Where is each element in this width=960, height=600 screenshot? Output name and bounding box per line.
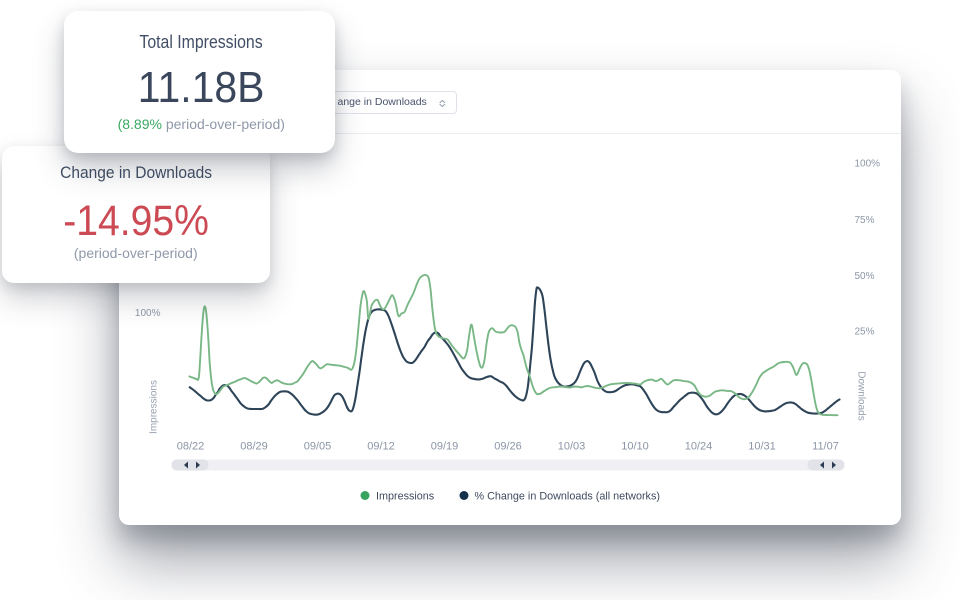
svg-text:10/03: 10/03 xyxy=(557,441,585,453)
svg-text:% Change in Downloads (all net: % Change in Downloads (all networks) xyxy=(474,491,659,503)
svg-text:100%: 100% xyxy=(134,308,160,319)
svg-text:Downloads: Downloads xyxy=(855,371,866,420)
svg-text:11/07: 11/07 xyxy=(812,441,839,453)
svg-text:09/26: 09/26 xyxy=(494,441,522,453)
svg-text:10/24: 10/24 xyxy=(684,441,712,453)
svg-text:Impressions: Impressions xyxy=(148,380,159,434)
svg-text:Impressions: Impressions xyxy=(376,491,435,503)
svg-text:09/19: 09/19 xyxy=(430,441,458,453)
svg-text:100%: 100% xyxy=(854,159,880,170)
svg-text:10/10: 10/10 xyxy=(621,441,649,453)
svg-text:09/05: 09/05 xyxy=(303,441,331,453)
svg-text:50%: 50% xyxy=(854,271,874,282)
svg-text:08/29: 08/29 xyxy=(240,441,268,453)
svg-text:09/12: 09/12 xyxy=(367,441,395,453)
svg-text:10/31: 10/31 xyxy=(748,441,776,453)
svg-text:08/22: 08/22 xyxy=(176,441,204,453)
svg-text:25%: 25% xyxy=(854,327,874,338)
svg-text:75%: 75% xyxy=(854,215,874,226)
